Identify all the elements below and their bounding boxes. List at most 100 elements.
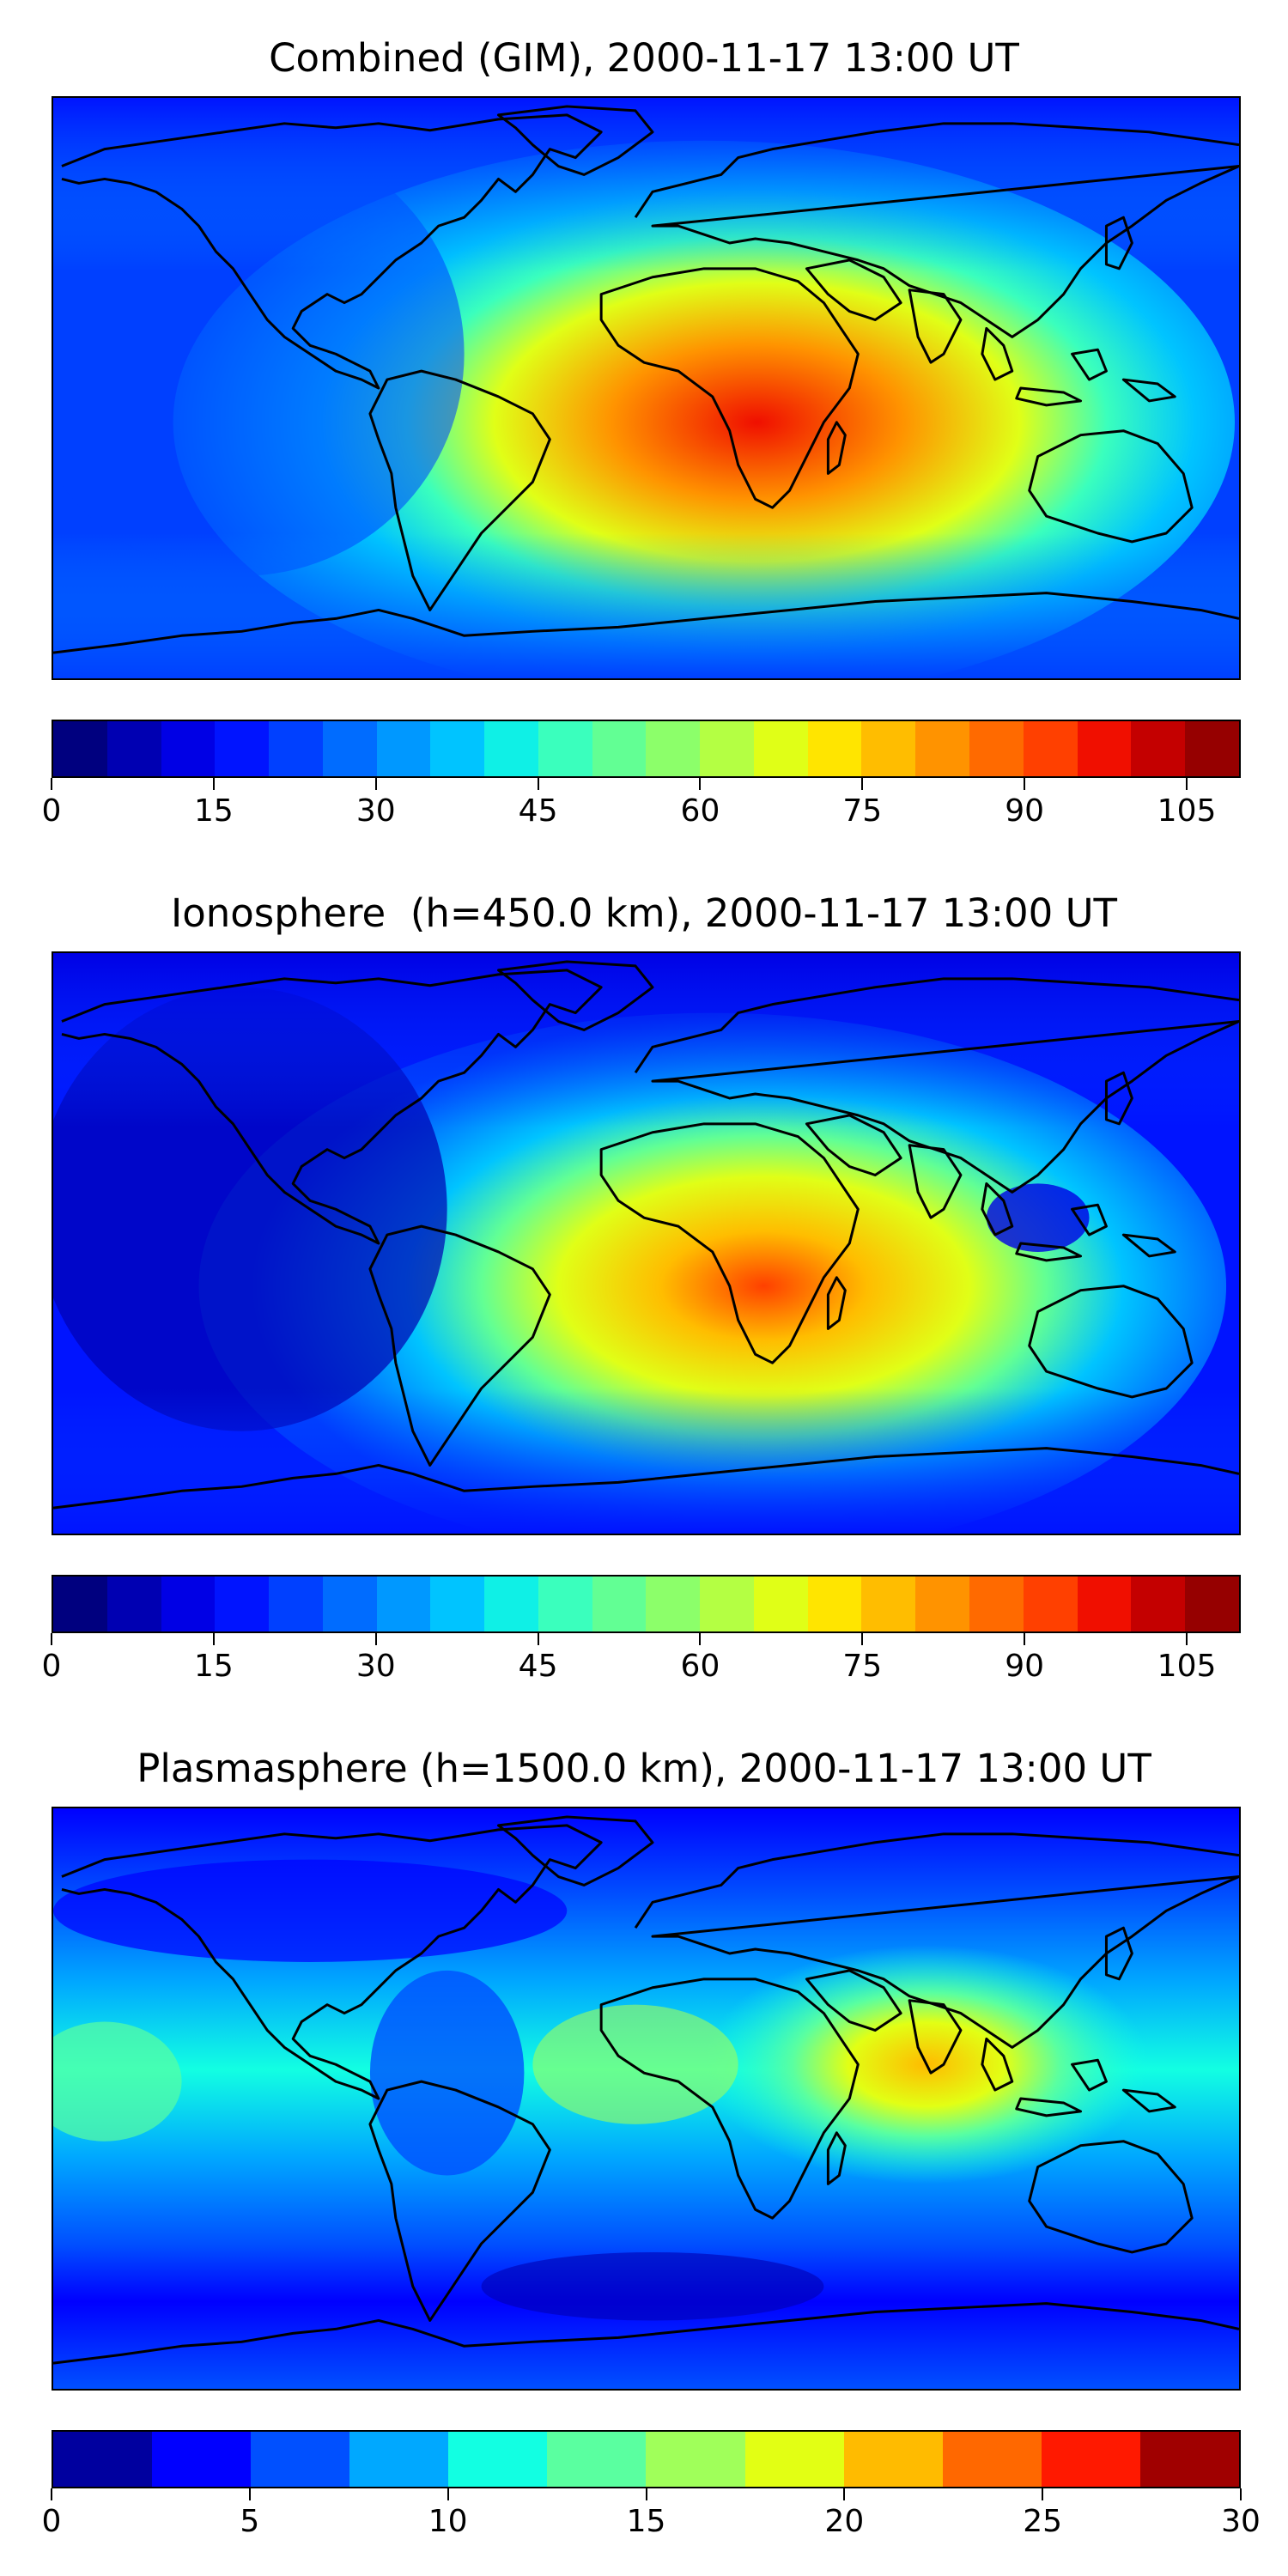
colorbar-segment bbox=[53, 721, 107, 776]
colorbar-segment bbox=[843, 2432, 943, 2487]
colorbar bbox=[52, 720, 1241, 778]
colorbar-tick bbox=[1240, 2488, 1242, 2500]
colorbar-tick bbox=[699, 778, 702, 790]
colorbar-segment bbox=[1023, 721, 1078, 776]
colorbar-tick-label: 60 bbox=[680, 1649, 720, 1684]
colorbar-segment bbox=[376, 721, 431, 776]
colorbar-tick-label: 45 bbox=[518, 1649, 558, 1684]
colorbar-segment bbox=[1077, 1577, 1132, 1631]
colorbar-ticks: 0 15 30 45 60 75 90 105 bbox=[42, 778, 1241, 829]
colorbar-segment bbox=[106, 721, 161, 776]
colorbar-segment bbox=[592, 1577, 647, 1631]
colorbar-tick-label: 90 bbox=[1005, 793, 1045, 829]
colorbar-tick-label: 90 bbox=[1005, 1649, 1045, 1684]
colorbar-segment bbox=[269, 1577, 323, 1631]
colorbar-segment bbox=[269, 721, 323, 776]
colorbar-segment bbox=[915, 1577, 970, 1631]
colorbar-tick bbox=[374, 1633, 377, 1645]
colorbar-segment bbox=[251, 2432, 350, 2487]
colorbar-tick-label: 105 bbox=[1157, 1649, 1217, 1684]
tec-map-graphic bbox=[53, 953, 1239, 1534]
colorbar-tick-label: 60 bbox=[680, 793, 720, 829]
colorbar-segment bbox=[538, 721, 592, 776]
colorbar-tick-label: 15 bbox=[626, 2504, 666, 2539]
colorbar-tick-label: 5 bbox=[240, 2504, 260, 2539]
colorbar-segment bbox=[448, 2432, 548, 2487]
colorbar-segment bbox=[161, 1577, 216, 1631]
colorbar-tick-label: 0 bbox=[41, 2504, 62, 2539]
colorbar-tick bbox=[51, 2488, 52, 2500]
colorbar-segment bbox=[646, 721, 701, 776]
colorbar-ticks: 0 5 10 15 20 25 30 bbox=[42, 2488, 1261, 2540]
tec-map-graphic bbox=[53, 98, 1239, 678]
colorbar-tick-label: 30 bbox=[355, 793, 396, 829]
colorbar-segment bbox=[1023, 1577, 1078, 1631]
colorbar-tick-label: 0 bbox=[41, 1649, 62, 1684]
tec-map bbox=[52, 951, 1241, 1535]
colorbar bbox=[52, 2430, 1241, 2488]
colorbar-segment bbox=[646, 1577, 701, 1631]
colorbar-tick bbox=[843, 2488, 846, 2500]
colorbar-tick bbox=[212, 1633, 215, 1645]
colorbar-tick-label: 25 bbox=[1023, 2504, 1063, 2539]
colorbar-segment bbox=[322, 1577, 377, 1631]
tec-map bbox=[52, 1807, 1241, 2391]
colorbar bbox=[52, 1575, 1241, 1633]
colorbar-segment bbox=[484, 721, 538, 776]
colorbar-segment bbox=[53, 2432, 153, 2487]
colorbar-segment bbox=[969, 721, 1024, 776]
colorbar-segment bbox=[161, 721, 216, 776]
colorbar-segment bbox=[1185, 1577, 1239, 1631]
colorbar-segment bbox=[861, 721, 916, 776]
colorbar-tick bbox=[374, 778, 377, 790]
panel-title: Plasmasphere (h=1500.0 km), 2000-11-17 1… bbox=[137, 1746, 1151, 1791]
colorbar-tick bbox=[1024, 778, 1026, 790]
colorbar-segment bbox=[969, 1577, 1024, 1631]
colorbar-tick-label: 105 bbox=[1157, 793, 1217, 829]
colorbar-segment bbox=[700, 1577, 754, 1631]
colorbar-tick bbox=[699, 1633, 702, 1645]
colorbar-segment bbox=[753, 721, 808, 776]
colorbar-segment bbox=[592, 721, 647, 776]
colorbar-segment bbox=[547, 2432, 647, 2487]
colorbar-tick-label: 30 bbox=[1221, 2504, 1261, 2539]
colorbar-segment bbox=[807, 721, 862, 776]
panel-title: Combined (GIM), 2000-11-17 13:00 UT bbox=[269, 35, 1019, 81]
colorbar-tick bbox=[212, 778, 215, 790]
colorbar-tick bbox=[447, 2488, 449, 2500]
colorbar-segment bbox=[942, 2432, 1042, 2487]
colorbar-segment bbox=[53, 1577, 107, 1631]
colorbar-tick bbox=[248, 2488, 251, 2500]
colorbar-segment bbox=[1131, 721, 1186, 776]
colorbar-tick bbox=[861, 1633, 864, 1645]
colorbar-segment bbox=[152, 2432, 252, 2487]
colorbar-tick-label: 20 bbox=[824, 2504, 865, 2539]
colorbar-ticks: 0 15 30 45 60 75 90 105 bbox=[42, 1633, 1241, 1685]
colorbar-tick bbox=[1042, 2488, 1044, 2500]
colorbar-tick bbox=[1186, 1633, 1188, 1645]
colorbar-segment bbox=[1131, 1577, 1186, 1631]
colorbar-segment bbox=[744, 2432, 844, 2487]
colorbar-tick bbox=[51, 1633, 52, 1645]
colorbar-tick-label: 75 bbox=[842, 793, 883, 829]
colorbar-segment bbox=[700, 721, 754, 776]
colorbar-segment bbox=[1185, 721, 1239, 776]
colorbar-segment bbox=[376, 1577, 431, 1631]
colorbar-segment bbox=[807, 1577, 862, 1631]
colorbar-tick-label: 15 bbox=[193, 793, 234, 829]
colorbar-tick-label: 30 bbox=[355, 1649, 396, 1684]
colorbar-tick bbox=[537, 778, 539, 790]
colorbar-segment bbox=[430, 1577, 485, 1631]
tec-map bbox=[52, 96, 1241, 680]
colorbar-tick-label: 15 bbox=[193, 1649, 234, 1684]
colorbar-segment bbox=[430, 721, 485, 776]
colorbar-tick bbox=[537, 1633, 539, 1645]
colorbar-segment bbox=[861, 1577, 916, 1631]
colorbar-segment bbox=[646, 2432, 745, 2487]
colorbar-tick bbox=[645, 2488, 647, 2500]
colorbar-segment bbox=[215, 1577, 270, 1631]
colorbar-segment bbox=[322, 721, 377, 776]
colorbar-tick-label: 75 bbox=[842, 1649, 883, 1684]
colorbar-tick-label: 0 bbox=[41, 793, 62, 829]
colorbar-tick bbox=[1024, 1633, 1026, 1645]
